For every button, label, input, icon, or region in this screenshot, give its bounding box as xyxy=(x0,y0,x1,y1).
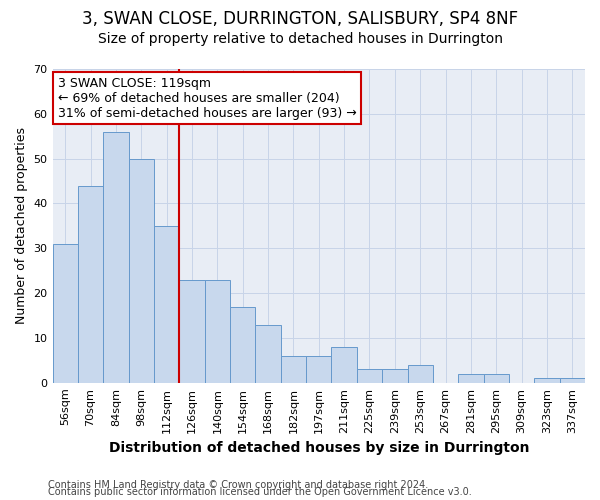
Text: 3, SWAN CLOSE, DURRINGTON, SALISBURY, SP4 8NF: 3, SWAN CLOSE, DURRINGTON, SALISBURY, SP… xyxy=(82,10,518,28)
Bar xyxy=(306,356,331,383)
Text: Size of property relative to detached houses in Durrington: Size of property relative to detached ho… xyxy=(97,32,503,46)
Bar xyxy=(205,280,230,383)
Bar xyxy=(484,374,509,383)
Bar xyxy=(281,356,306,383)
Bar xyxy=(53,244,78,383)
Bar xyxy=(382,370,407,383)
Y-axis label: Number of detached properties: Number of detached properties xyxy=(15,128,28,324)
Text: Contains HM Land Registry data © Crown copyright and database right 2024.: Contains HM Land Registry data © Crown c… xyxy=(48,480,428,490)
Bar xyxy=(230,306,256,383)
Text: 3 SWAN CLOSE: 119sqm
← 69% of detached houses are smaller (204)
31% of semi-deta: 3 SWAN CLOSE: 119sqm ← 69% of detached h… xyxy=(58,77,356,120)
Bar xyxy=(179,280,205,383)
Bar xyxy=(128,158,154,383)
Bar xyxy=(357,370,382,383)
Bar xyxy=(407,365,433,383)
X-axis label: Distribution of detached houses by size in Durrington: Distribution of detached houses by size … xyxy=(109,441,529,455)
Bar xyxy=(560,378,585,383)
Bar xyxy=(458,374,484,383)
Bar xyxy=(154,226,179,383)
Bar xyxy=(256,324,281,383)
Bar xyxy=(103,132,128,383)
Text: Contains public sector information licensed under the Open Government Licence v3: Contains public sector information licen… xyxy=(48,487,472,497)
Bar xyxy=(331,347,357,383)
Bar xyxy=(534,378,560,383)
Bar xyxy=(78,186,103,383)
